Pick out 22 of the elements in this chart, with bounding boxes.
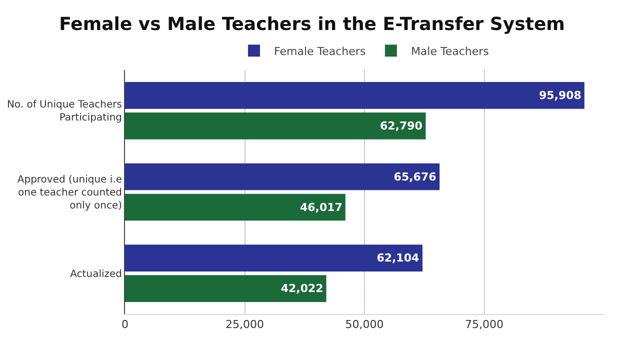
data-label: 42,022 [280, 282, 324, 296]
chart-title: Female vs Male Teachers in the E-Transfer System [59, 14, 565, 36]
data-label: 46,017 [300, 200, 342, 214]
legend-label: Female Teachers [274, 44, 366, 58]
y-tick-label: No. of Unique Teachers Participating [6, 100, 122, 124]
data-label: 65,676 [394, 170, 437, 184]
bar [125, 275, 326, 302]
bar [125, 112, 426, 140]
bar [125, 194, 346, 221]
x-tick-label: 50,000 [345, 318, 384, 332]
data-label: 62,790 [380, 119, 423, 132]
y-tick-label: Approved (unique i.e one teacher counted only once) [17, 174, 122, 212]
data-label: 62,104 [376, 252, 420, 265]
bar [125, 82, 584, 109]
x-tick-label: 75,000 [465, 318, 504, 332]
legend-label: Male Teachers [410, 44, 490, 58]
y-tick-label: Actualized [70, 268, 122, 280]
x-tick-label: 0 [122, 318, 128, 332]
bar [125, 163, 440, 190]
data-label: 95,908 [538, 88, 582, 102]
bar [125, 244, 422, 272]
x-tick-label: 25,000 [226, 318, 264, 332]
